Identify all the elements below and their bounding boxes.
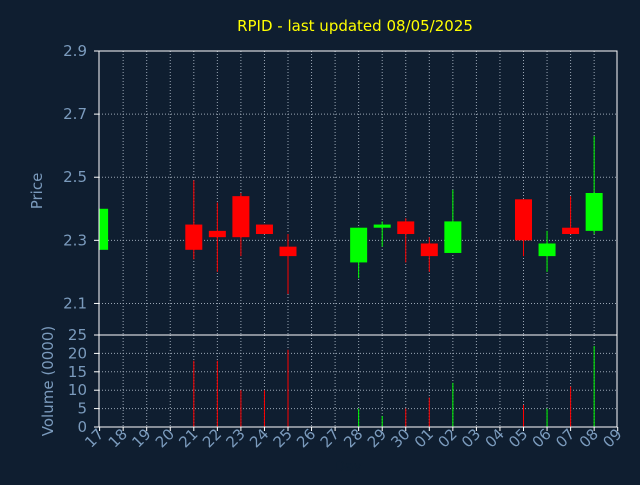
x-axis-label: Day <box>334 459 362 475</box>
volume-tick-label: 10 <box>68 381 87 399</box>
price-tick-label: 2.1 <box>63 294 87 312</box>
candle-body <box>350 227 368 263</box>
price-tick-label: 2.3 <box>63 231 87 249</box>
candle-body <box>420 243 438 257</box>
candle-body <box>208 230 226 238</box>
volume-tick-label: 25 <box>68 326 87 344</box>
candle-body <box>562 227 580 235</box>
price-tick-label: 2.9 <box>63 42 87 60</box>
frame-layer <box>94 50 619 431</box>
candle-body <box>538 243 556 257</box>
volume-tick-label: 15 <box>68 363 87 381</box>
volume-axis-label: Volume (0000) <box>39 326 57 436</box>
candle-body <box>232 196 250 238</box>
chart-title: RPID - last updated 08/05/2025 <box>237 17 473 35</box>
volume-tick-label: 5 <box>77 400 87 418</box>
candle-body <box>255 224 273 235</box>
price-axis-label: Price <box>28 173 46 210</box>
volume-tick-label: 0 <box>77 418 87 436</box>
volume-tick-label: 20 <box>68 344 87 362</box>
marks-layer <box>99 136 603 427</box>
price-tick-label: 2.5 <box>63 168 87 186</box>
candle-body <box>397 221 415 235</box>
candle-body <box>585 193 603 231</box>
price-tick-label: 2.7 <box>63 105 87 123</box>
candle-body <box>185 224 203 250</box>
candle-body <box>279 246 297 257</box>
candle-body <box>444 221 462 253</box>
candle-body <box>515 199 532 241</box>
candle-body <box>99 208 109 250</box>
candle-body <box>373 224 391 228</box>
volume-panel-frame <box>98 334 618 428</box>
